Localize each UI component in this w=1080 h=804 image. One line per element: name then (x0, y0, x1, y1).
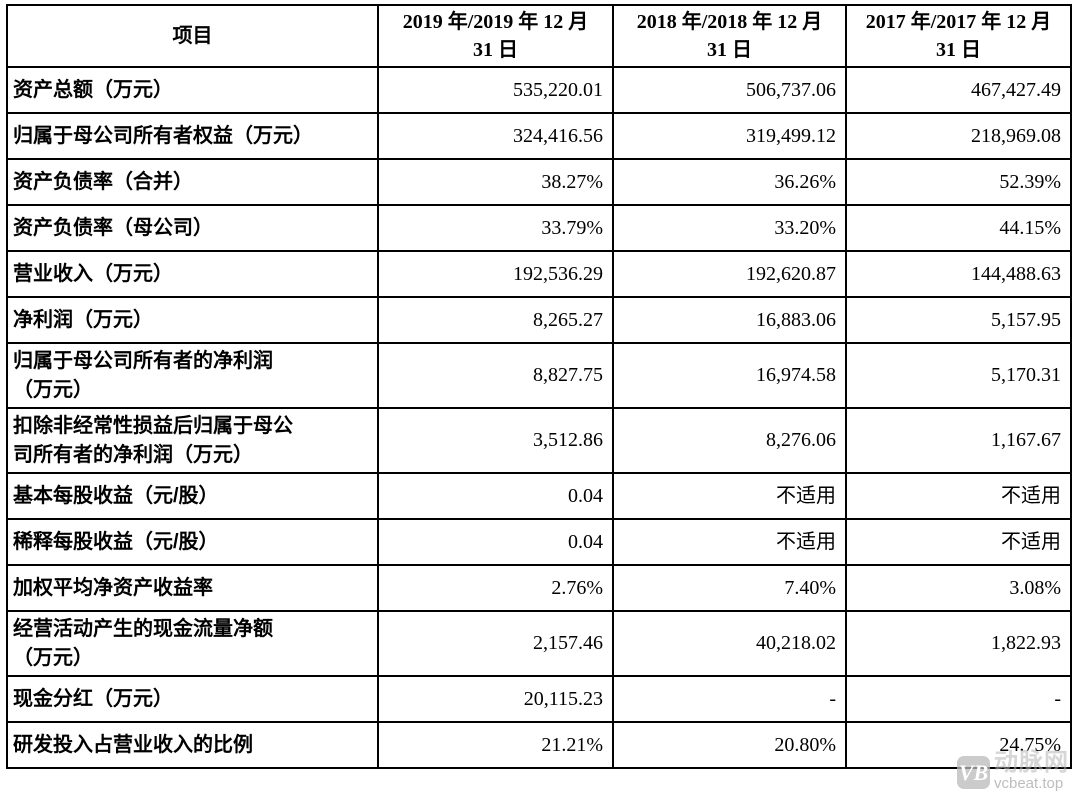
table-header-row: 项目 2019 年/2019 年 12 月 31 日 2018 年/2018 年… (6, 4, 1072, 68)
row-label: 资产负债率（合并） (6, 158, 379, 206)
header-item: 项目 (6, 4, 379, 68)
value-cell: 0.04 (377, 472, 614, 520)
value-cell: 319,499.12 (612, 112, 847, 160)
row-label: 现金分红（万元） (6, 675, 379, 723)
value-cell: 218,969.08 (845, 112, 1072, 160)
watermark-site: vcbeat.top (994, 775, 1064, 792)
value-cell: 不适用 (845, 472, 1072, 520)
row-label: 资产总额（万元） (6, 66, 379, 114)
row-label: 经营活动产生的现金流量净额 （万元） (6, 610, 379, 677)
header-2017: 2017 年/2017 年 12 月 31 日 (845, 4, 1072, 68)
value-cell: 52.39% (845, 158, 1072, 206)
value-cell: 5,157.95 (845, 296, 1072, 344)
value-cell: 5,170.31 (845, 342, 1072, 409)
table-row: 研发投入占营业收入的比例 21.21% 20.80% 24.75% (6, 721, 1072, 769)
value-cell: 20.80% (612, 721, 847, 769)
value-cell: 不适用 (845, 518, 1072, 566)
table-row: 归属于母公司所有者权益（万元） 324,416.56 319,499.12 21… (6, 112, 1072, 160)
value-cell: 7.40% (612, 564, 847, 612)
value-cell: 33.79% (377, 204, 614, 252)
value-cell: 1,822.93 (845, 610, 1072, 677)
value-cell: 506,737.06 (612, 66, 847, 114)
row-label: 资产负债率（母公司） (6, 204, 379, 252)
value-cell: - (612, 675, 847, 723)
table-row: 现金分红（万元） 20,115.23 - - (6, 675, 1072, 723)
table-row: 营业收入（万元） 192,536.29 192,620.87 144,488.6… (6, 250, 1072, 298)
value-cell: 8,276.06 (612, 407, 847, 474)
value-cell: 2,157.46 (377, 610, 614, 677)
row-label: 加权平均净资产收益率 (6, 564, 379, 612)
row-label: 研发投入占营业收入的比例 (6, 721, 379, 769)
value-cell: 不适用 (612, 518, 847, 566)
table-row: 资产负债率（母公司） 33.79% 33.20% 44.15% (6, 204, 1072, 252)
value-cell: 8,265.27 (377, 296, 614, 344)
table-row: 归属于母公司所有者的净利润 （万元） 8,827.75 16,974.58 5,… (6, 342, 1072, 409)
value-cell: 不适用 (612, 472, 847, 520)
row-label: 净利润（万元） (6, 296, 379, 344)
value-cell: - (845, 675, 1072, 723)
financial-summary-table: 项目 2019 年/2019 年 12 月 31 日 2018 年/2018 年… (6, 4, 1072, 769)
value-cell: 21.21% (377, 721, 614, 769)
row-label: 归属于母公司所有者的净利润 （万元） (6, 342, 379, 409)
row-label: 营业收入（万元） (6, 250, 379, 298)
row-label: 基本每股收益（元/股） (6, 472, 379, 520)
table-row: 净利润（万元） 8,265.27 16,883.06 5,157.95 (6, 296, 1072, 344)
table-row: 资产总额（万元） 535,220.01 506,737.06 467,427.4… (6, 66, 1072, 114)
value-cell: 8,827.75 (377, 342, 614, 409)
value-cell: 40,218.02 (612, 610, 847, 677)
header-2018: 2018 年/2018 年 12 月 31 日 (612, 4, 847, 68)
value-cell: 144,488.63 (845, 250, 1072, 298)
financial-summary-table-wrap: 项目 2019 年/2019 年 12 月 31 日 2018 年/2018 年… (6, 4, 1072, 769)
value-cell: 38.27% (377, 158, 614, 206)
table-row: 加权平均净资产收益率 2.76% 7.40% 3.08% (6, 564, 1072, 612)
value-cell: 16,974.58 (612, 342, 847, 409)
value-cell: 24.75% (845, 721, 1072, 769)
value-cell: 16,883.06 (612, 296, 847, 344)
value-cell: 2.76% (377, 564, 614, 612)
value-cell: 0.04 (377, 518, 614, 566)
value-cell: 3.08% (845, 564, 1072, 612)
row-label: 稀释每股收益（元/股） (6, 518, 379, 566)
row-label: 归属于母公司所有者权益（万元） (6, 112, 379, 160)
value-cell: 192,536.29 (377, 250, 614, 298)
value-cell: 36.26% (612, 158, 847, 206)
value-cell: 33.20% (612, 204, 847, 252)
table-row: 资产负债率（合并） 38.27% 36.26% 52.39% (6, 158, 1072, 206)
value-cell: 192,620.87 (612, 250, 847, 298)
value-cell: 20,115.23 (377, 675, 614, 723)
value-cell: 467,427.49 (845, 66, 1072, 114)
table-row: 基本每股收益（元/股） 0.04 不适用 不适用 (6, 472, 1072, 520)
table-row: 扣除非经常性损益后归属于母公 司所有者的净利润（万元） 3,512.86 8,2… (6, 407, 1072, 474)
value-cell: 3,512.86 (377, 407, 614, 474)
value-cell: 535,220.01 (377, 66, 614, 114)
header-2019: 2019 年/2019 年 12 月 31 日 (377, 4, 614, 68)
value-cell: 44.15% (845, 204, 1072, 252)
value-cell: 1,167.67 (845, 407, 1072, 474)
table-row: 经营活动产生的现金流量净额 （万元） 2,157.46 40,218.02 1,… (6, 610, 1072, 677)
table-row: 稀释每股收益（元/股） 0.04 不适用 不适用 (6, 518, 1072, 566)
value-cell: 324,416.56 (377, 112, 614, 160)
row-label: 扣除非经常性损益后归属于母公 司所有者的净利润（万元） (6, 407, 379, 474)
